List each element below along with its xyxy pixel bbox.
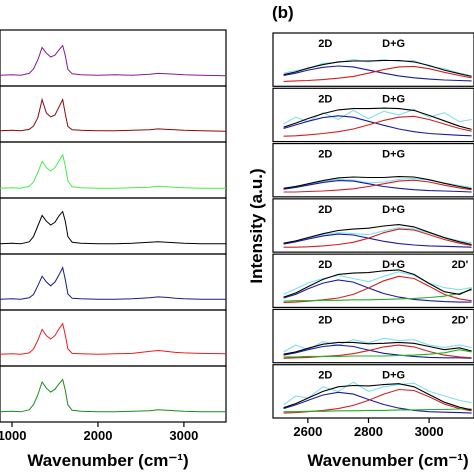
panel-label: (b) <box>272 3 294 22</box>
peak-annotation: D+G <box>382 259 405 271</box>
spectrum-line <box>283 179 472 193</box>
peak-annotation: D+G <box>382 149 405 161</box>
spectrum-line <box>0 210 226 245</box>
spectrum-line <box>0 153 226 189</box>
panel-frame <box>0 365 227 423</box>
spectrum-line <box>283 233 472 248</box>
panel-frame <box>272 253 474 309</box>
spectrum-line <box>283 344 472 359</box>
panel-frame <box>0 141 227 199</box>
spectrum-line <box>0 322 227 355</box>
x-tick-label: 2800 <box>354 424 383 439</box>
x-tick-label: 2000 <box>84 428 113 443</box>
spectrum-line <box>283 341 472 355</box>
spectrum-line <box>283 59 472 77</box>
panel-frame <box>0 253 227 311</box>
x-tick-label: 3000 <box>415 424 444 439</box>
spectrum-line <box>283 176 472 190</box>
spectrum-line <box>283 107 472 130</box>
peak-annotation: D+G <box>382 370 405 382</box>
peak-annotation: 2D <box>318 93 332 105</box>
spectrum-line <box>283 271 472 295</box>
spectrum-line <box>283 337 472 353</box>
spectrum-line <box>283 269 472 298</box>
panel-frame <box>272 308 474 364</box>
spectrum-line <box>283 115 472 137</box>
spectrum-line <box>283 344 472 359</box>
panel-frame <box>272 32 474 87</box>
x-axis-label: Wavenumber (cm⁻¹) <box>27 451 188 470</box>
panel-frame <box>0 85 227 143</box>
panel-frame <box>0 309 227 367</box>
peak-annotation: D+G <box>382 38 405 50</box>
peak-annotation: D+G <box>382 204 405 216</box>
panel-frame <box>0 29 227 87</box>
panel-frame <box>0 197 227 255</box>
peak-annotation: 2D' <box>452 259 469 271</box>
spectrum-line <box>283 381 472 406</box>
x-tick-label: 3000 <box>169 428 198 443</box>
spectrum-line <box>0 378 226 413</box>
spectrum-line <box>283 227 472 245</box>
peak-annotation: 2D <box>318 149 332 161</box>
spectrum-line <box>283 115 472 137</box>
y-axis-label: Intensity (a.u.) <box>247 168 266 283</box>
spectrum-line <box>283 289 472 302</box>
peak-annotation: 2D <box>318 204 332 216</box>
peak-annotation: D+G <box>382 314 405 326</box>
peak-annotation: 2D <box>318 314 332 326</box>
peak-annotation: 2D <box>318 370 332 382</box>
peak-annotation: 2D <box>318 259 332 271</box>
spectrum-line <box>283 391 472 414</box>
spectrum-line <box>283 275 472 304</box>
spectrum-line <box>0 266 226 300</box>
spectrum-line <box>283 65 472 82</box>
peak-annotation: 2D' <box>452 314 469 326</box>
spectrum-line <box>283 279 472 303</box>
peak-annotation: 2D <box>318 38 332 50</box>
spectrum-line <box>283 408 472 413</box>
spectrum-line <box>283 228 472 248</box>
spectrum-line <box>283 383 472 411</box>
x-axis-label: Wavenumber (cm⁻¹) <box>307 451 468 470</box>
x-tick-label: 1000 <box>0 428 26 443</box>
spectrum-line <box>283 349 472 358</box>
x-tick-label: 2600 <box>293 424 322 439</box>
panel-frame <box>272 87 474 143</box>
spectrum-line <box>283 224 472 246</box>
panel-frame <box>272 364 474 419</box>
peak-annotation: D+G <box>382 93 405 105</box>
spectrum-line <box>0 44 227 77</box>
spectrum-line <box>0 97 227 132</box>
panel-frame <box>272 142 474 198</box>
panel-frame <box>272 198 474 253</box>
